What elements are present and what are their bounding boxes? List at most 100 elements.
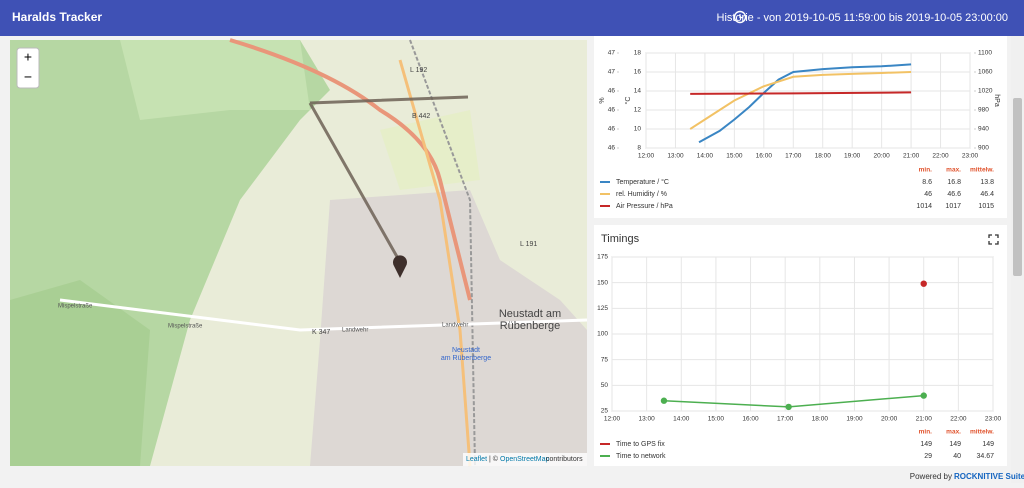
data-point: [660, 397, 668, 404]
y-tick-label: 125: [597, 305, 608, 312]
meadow: [120, 40, 310, 120]
stat-value: 16.8: [947, 179, 961, 186]
legend-label: Time to network: [616, 453, 666, 460]
forest: [10, 280, 150, 466]
stat-value: 1014: [916, 203, 932, 210]
history-range[interactable]: Historie - von 2019-10-05 11:59:00 bis 2…: [717, 12, 1009, 24]
map-label: Neustadt: [452, 347, 480, 354]
stat-value: 149: [949, 441, 961, 448]
y-tick-label: 46: [608, 126, 616, 133]
axis-title: °C: [624, 97, 632, 105]
x-tick-label: 23:00: [985, 416, 1002, 423]
map-label: B 442: [412, 113, 430, 120]
axis-title: %: [599, 97, 606, 103]
stat-value: 1015: [978, 203, 994, 210]
y-tick-label: 900: [978, 145, 989, 152]
x-tick-label: 16:00: [742, 416, 759, 423]
map-label: Rübenberge: [500, 320, 561, 332]
x-tick-label: 14:00: [697, 153, 714, 160]
road: [398, 59, 472, 467]
y-tick-label: 1060: [978, 69, 993, 76]
x-tick-label: 22:00: [932, 153, 949, 160]
y-tick-label: 1100: [978, 50, 992, 57]
legend-label: Time to GPS fix: [616, 441, 665, 448]
town: [310, 190, 587, 466]
x-tick-label: 13:00: [638, 416, 655, 423]
stat-value: 13.8: [980, 179, 994, 186]
zoom-in[interactable]: +: [24, 49, 32, 65]
y-tick-label: 980: [978, 107, 989, 114]
legend-label: Temperature / °C: [616, 178, 669, 186]
y-tick-label: 10: [634, 126, 642, 133]
map-label: L 192: [410, 67, 427, 74]
x-tick-label: 18:00: [812, 416, 829, 423]
map[interactable]: + − L 192 B 442 L 191 K 347 Landwehr Lan…: [10, 38, 588, 467]
map-label: Landwehr: [342, 328, 368, 334]
stat-value: 40: [953, 453, 961, 460]
scrollbar-thumb[interactable]: [1013, 98, 1022, 276]
x-tick-label: 21:00: [903, 153, 920, 160]
x-tick-label: 21:00: [916, 416, 933, 423]
column-header: min.: [919, 429, 933, 436]
y-tick-label: 175: [597, 254, 608, 261]
column-header: max.: [946, 167, 961, 174]
y-tick-label: 75: [601, 356, 609, 363]
attribution-text: | ©: [489, 455, 499, 463]
attribution-text: contributors: [546, 456, 583, 463]
attribution-link[interactable]: OpenStreetMap: [500, 456, 550, 463]
stat-value: 46: [924, 191, 932, 198]
x-tick-label: 14:00: [673, 416, 690, 423]
app-title[interactable]: Haralds Tracker: [12, 10, 102, 24]
position-marker[interactable]: [393, 255, 407, 278]
x-tick-label: 15:00: [726, 153, 743, 160]
axis-title: hPa: [993, 94, 1000, 107]
attribution-link[interactable]: Leaflet: [466, 456, 487, 463]
x-tick-label: 18:00: [815, 153, 832, 160]
railway: [409, 39, 476, 467]
map-label: Neustadt am: [499, 308, 561, 320]
stat-value: 46.4: [980, 191, 994, 198]
y-tick-label: 46: [608, 107, 616, 114]
series-line: [690, 91, 912, 95]
map-label: am Rübenberge: [441, 355, 491, 362]
clock-icon: [733, 10, 747, 24]
y-tick-label: 100: [597, 331, 608, 338]
expand-icon[interactable]: [988, 234, 999, 245]
map-label: Mispelstraße: [168, 324, 203, 330]
track: [308, 95, 469, 263]
map-label: Landwehr: [442, 323, 468, 329]
road: [59, 298, 588, 332]
column-header: max.: [946, 429, 961, 436]
attribution-box: [463, 453, 587, 466]
zoom-out[interactable]: −: [24, 69, 32, 85]
map-label: Mispelstraße: [58, 304, 93, 310]
x-tick-label: 19:00: [844, 153, 861, 160]
stat-value: 29: [924, 453, 932, 460]
map-label: L 191: [520, 241, 537, 248]
y-tick-label: 47: [608, 50, 616, 57]
column-header: min.: [919, 167, 933, 174]
clock-hands: [739, 14, 743, 19]
footer-link[interactable]: ROCKNITIVE Suite v.2.4.1: [954, 472, 1024, 481]
data-point: [920, 392, 927, 399]
stat-value: 46.6: [947, 191, 961, 198]
y-tick-label: 1020: [978, 88, 993, 95]
x-tick-label: 12:00: [638, 153, 655, 160]
x-tick-label: 17:00: [785, 153, 802, 160]
x-tick-label: 20:00: [881, 416, 898, 423]
x-tick-label: 19:00: [846, 416, 863, 423]
y-tick-label: 47: [608, 69, 616, 76]
card-title: Timings: [601, 233, 640, 245]
data-point: [920, 280, 927, 287]
plot-area: [645, 52, 971, 149]
x-tick-label: 15:00: [708, 416, 725, 423]
series-line: [698, 63, 912, 144]
y-tick-label: 16: [634, 69, 642, 76]
zoom-control: [16, 47, 40, 89]
y-tick-label: 8: [637, 145, 641, 152]
y-tick-label: 46: [608, 145, 616, 152]
legend-label: rel. Humidity / %: [616, 191, 667, 198]
stat-value: 34.67: [976, 453, 994, 460]
legend-label: Air Pressure / hPa: [616, 203, 673, 210]
